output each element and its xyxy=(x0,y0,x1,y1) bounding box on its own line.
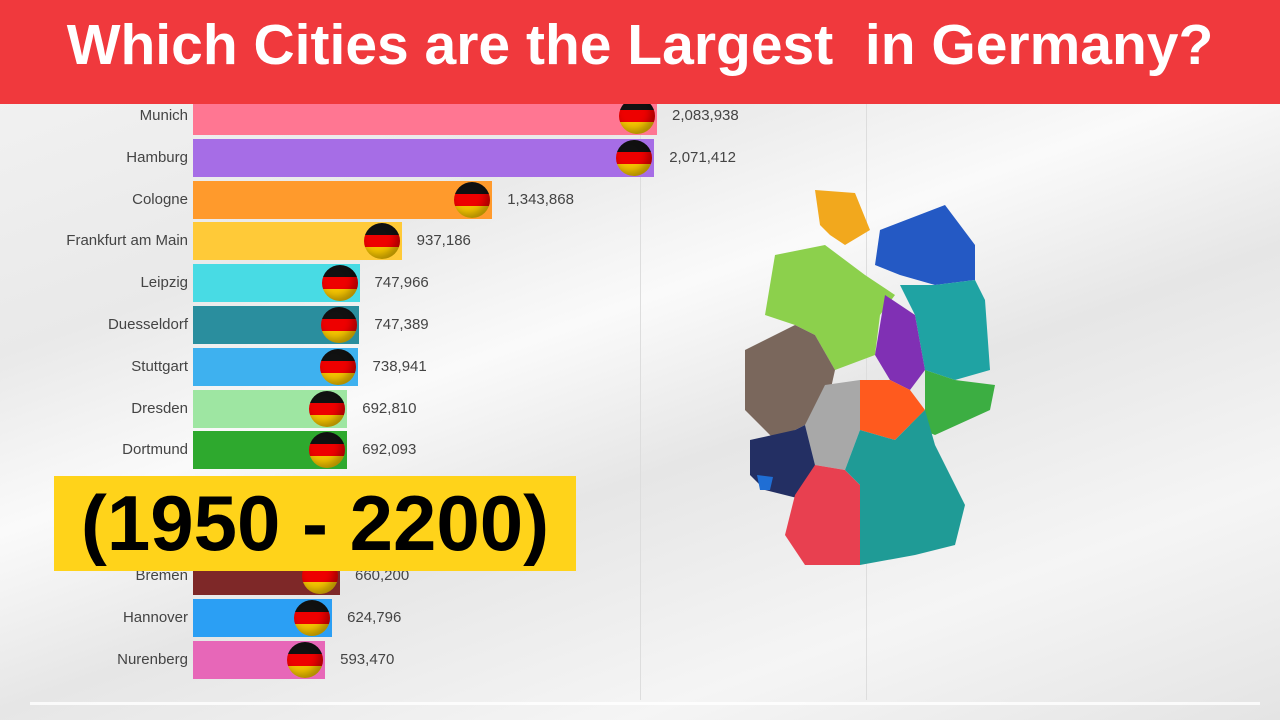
bar-label: Leipzig xyxy=(140,274,188,292)
timeline-scrubber[interactable] xyxy=(30,702,1260,705)
germany-flag-icon xyxy=(321,307,358,343)
germany-flag-icon xyxy=(294,599,331,636)
bar-label: Cologne xyxy=(132,190,188,208)
germany-flag-icon xyxy=(363,223,400,260)
gridline xyxy=(640,104,641,700)
bar-value-label: 937,186 xyxy=(416,232,471,250)
germany-flag-icon xyxy=(287,641,324,678)
map-brandenburg xyxy=(900,280,990,380)
bar-value-label: 1,343,868 xyxy=(507,190,574,208)
bar-value-label: 747,966 xyxy=(374,274,429,292)
map-mecklenburg xyxy=(875,205,975,285)
map-thuringia xyxy=(860,380,925,440)
germany-states-map xyxy=(745,190,995,565)
germany-flag-icon xyxy=(619,98,655,134)
map-hesse xyxy=(805,380,860,470)
bar-value-label: 2,071,412 xyxy=(669,148,736,166)
map-saxony-anhalt xyxy=(875,295,925,390)
bar xyxy=(193,138,655,177)
germany-flag-icon xyxy=(454,181,491,218)
period-label: (1950 - 2200) xyxy=(54,476,576,571)
bar-label: Dresden xyxy=(131,399,188,417)
bar-label: Dortmund xyxy=(122,441,188,459)
bar-label: Munich xyxy=(139,107,188,124)
bar-value-label: 660,200 xyxy=(354,567,410,584)
bar-label: Stuttgart xyxy=(131,357,188,375)
bar-value-label: 2,083,938 xyxy=(672,107,739,124)
germany-flag-icon xyxy=(321,265,358,302)
bar-label: Hannover xyxy=(122,608,188,626)
bar-value-label: 747,389 xyxy=(374,316,429,333)
map-saxony xyxy=(910,370,995,435)
germany-flag-icon xyxy=(319,348,356,385)
germany-flag-icon xyxy=(616,139,653,176)
map-schleswig-holstein xyxy=(815,190,870,245)
map-lower-saxony xyxy=(765,245,895,370)
bar-value-label: 624,796 xyxy=(347,608,402,626)
bar-label: Bremen xyxy=(135,567,188,584)
bar-label: Hamburg xyxy=(126,148,188,166)
map-baden-wuerttemberg xyxy=(785,465,860,565)
bar-value-label: 692,093 xyxy=(362,441,417,459)
bar-value-label: 692,810 xyxy=(362,399,417,417)
germany-flag-icon xyxy=(309,432,346,469)
bar-label: Frankfurt am Main xyxy=(66,232,188,250)
page-title: Which Cities are the Largest in Germany? xyxy=(0,0,1280,104)
germany-flag-icon xyxy=(309,390,346,427)
map-bavaria xyxy=(845,410,965,565)
bar xyxy=(193,180,493,219)
map-saarland xyxy=(757,475,773,490)
bar-value-label: 593,470 xyxy=(340,650,395,668)
bar-value-label: 738,941 xyxy=(372,357,427,375)
bar-label: Duesseldorf xyxy=(107,316,188,333)
bar-label: Nurenberg xyxy=(117,650,188,668)
